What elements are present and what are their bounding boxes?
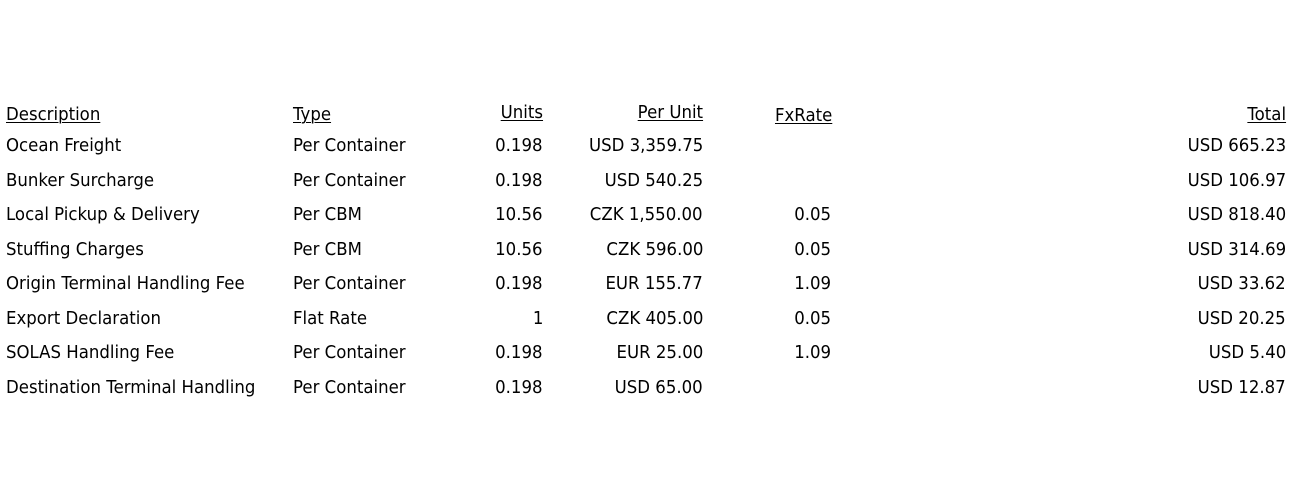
- header-type: Type: [293, 104, 332, 125]
- row-type: Per Container: [293, 342, 406, 363]
- row-type: Per Container: [293, 135, 406, 156]
- row-per-unit: EUR 25.00: [616, 342, 703, 363]
- row-description: Origin Terminal Handling Fee: [6, 273, 245, 294]
- row-total: USD 5.40: [1208, 342, 1286, 363]
- row-per-unit: CZK 596.00: [606, 239, 703, 260]
- row-units: 0.198: [495, 342, 543, 363]
- header-units: Units: [500, 102, 543, 123]
- row-total: USD 818.40: [1187, 204, 1286, 225]
- row-units: 0.198: [495, 135, 543, 156]
- header-per-unit: Per Unit: [637, 102, 703, 123]
- row-units: 10.56: [495, 204, 543, 225]
- row-fx-rate: 1.09: [794, 273, 831, 294]
- row-description: SOLAS Handling Fee: [6, 342, 175, 363]
- row-units: 0.198: [495, 273, 543, 294]
- row-per-unit: EUR 155.77: [605, 273, 703, 294]
- row-fx-rate: 0.05: [794, 239, 831, 260]
- row-type: Per Container: [293, 377, 406, 398]
- row-total: USD 665.23: [1187, 135, 1286, 156]
- row-units: 0.198: [495, 377, 543, 398]
- row-per-unit: USD 540.25: [604, 170, 703, 191]
- row-fx-rate: 0.05: [794, 204, 831, 225]
- row-per-unit: CZK 405.00: [606, 308, 703, 329]
- row-description: Stuffing Charges: [6, 239, 144, 260]
- row-description: Local Pickup & Delivery: [6, 204, 200, 225]
- row-total: USD 12.87: [1197, 377, 1286, 398]
- row-description: Destination Terminal Handling: [6, 377, 256, 398]
- row-total: USD 314.69: [1187, 239, 1286, 260]
- row-type: Per CBM: [293, 239, 362, 260]
- row-type: Per Container: [293, 170, 406, 191]
- row-type: Per Container: [293, 273, 406, 294]
- header-fx-rate: FxRate: [774, 105, 832, 126]
- row-units: 1: [532, 308, 543, 329]
- row-total: USD 33.62: [1197, 273, 1286, 294]
- row-per-unit: USD 65.00: [614, 377, 703, 398]
- row-type: Per CBM: [293, 204, 362, 225]
- row-units: 10.56: [495, 239, 543, 260]
- row-description: Ocean Freight: [6, 135, 122, 156]
- row-description: Bunker Surcharge: [6, 170, 155, 191]
- row-type: Flat Rate: [293, 308, 368, 329]
- row-per-unit: USD 3,359.75: [588, 135, 703, 156]
- row-fx-rate: 1.09: [794, 342, 831, 363]
- row-per-unit: CZK 1,550.00: [590, 204, 703, 225]
- header-description: Description: [6, 104, 101, 125]
- row-units: 0.198: [495, 170, 543, 191]
- row-description: Export Declaration: [6, 308, 161, 329]
- row-total: USD 20.25: [1197, 308, 1286, 329]
- header-total: Total: [1247, 104, 1286, 125]
- row-total: USD 106.97: [1187, 170, 1286, 191]
- row-fx-rate: 0.05: [794, 308, 831, 329]
